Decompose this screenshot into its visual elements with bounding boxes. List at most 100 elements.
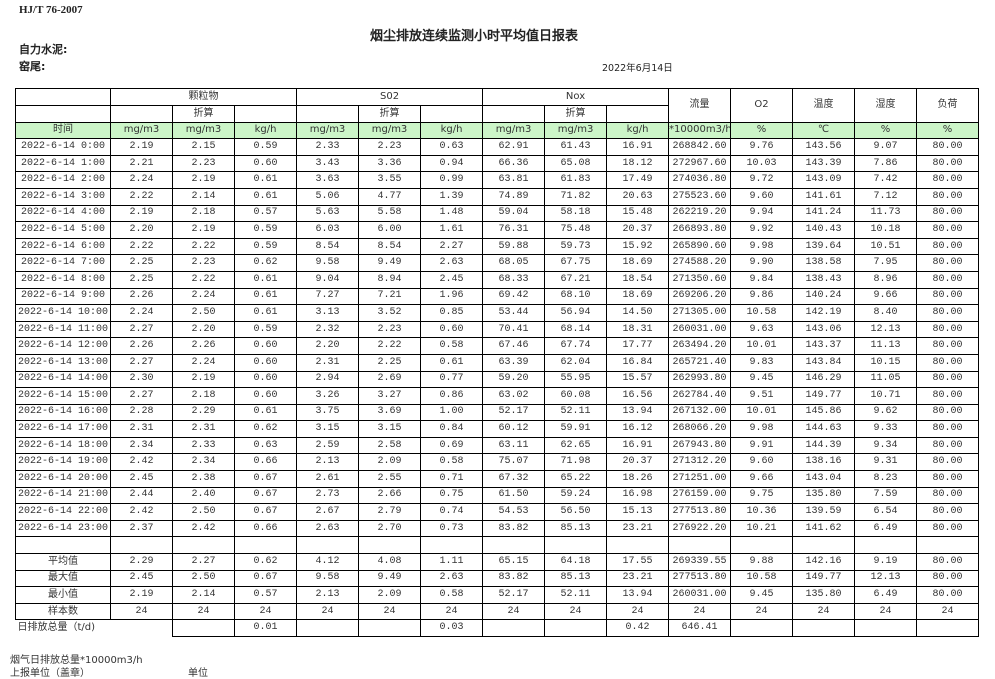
value-cell: 3.52 bbox=[358, 304, 422, 322]
value-cell: 2.18 bbox=[172, 204, 235, 223]
daily-total-value bbox=[854, 619, 918, 637]
value-cell: 11.73 bbox=[854, 204, 918, 223]
value-cell: 59.24 bbox=[544, 486, 608, 505]
value-cell: 9.83 bbox=[730, 353, 794, 372]
value-cell: 2.32 bbox=[296, 320, 360, 339]
value-cell: 0.60 bbox=[233, 370, 298, 389]
value-cell: 2.45 bbox=[110, 470, 173, 488]
units-row: 时间 mg/m3 mg/m3 kg/h mg/m3 mg/m3 kg/h mg/m3 mg/m3… bbox=[15, 121, 980, 140]
value-cell: 0.60 bbox=[233, 337, 298, 355]
summary-value: 135.80 bbox=[792, 586, 856, 604]
value-cell: 59.20 bbox=[482, 370, 546, 389]
value-cell: 5.63 bbox=[296, 204, 360, 223]
value-cell: 2.26 bbox=[110, 337, 173, 355]
so2-converted-header: 折算 bbox=[358, 105, 422, 123]
value-cell: 8.54 bbox=[296, 237, 360, 256]
value-cell: 52.17 bbox=[482, 403, 546, 422]
value-cell: 76.31 bbox=[482, 221, 546, 239]
summary-value: 4.08 bbox=[358, 553, 422, 571]
time-header: 时间 bbox=[15, 121, 111, 140]
unit-header: mg/m3 bbox=[172, 121, 235, 140]
unit-header: % bbox=[916, 121, 980, 140]
value-cell: 8.40 bbox=[854, 304, 918, 322]
value-cell: 63.11 bbox=[482, 436, 546, 455]
table-row: 2022-6-14 8:00 2.25 2.22 0.61 9.04 8.94 2.45 68… bbox=[15, 270, 980, 289]
summary-value: 24 bbox=[606, 602, 670, 621]
value-cell: 8.94 bbox=[358, 270, 422, 289]
value-cell: 68.05 bbox=[482, 254, 546, 272]
value-cell: 2.61 bbox=[296, 470, 360, 488]
summary-value: 52.11 bbox=[544, 586, 608, 604]
value-cell: 18.31 bbox=[606, 320, 670, 339]
value-cell: 140.43 bbox=[792, 221, 856, 239]
value-cell: 9.72 bbox=[730, 171, 794, 189]
value-cell: 4.77 bbox=[358, 187, 422, 206]
value-cell: 18.69 bbox=[606, 254, 670, 272]
value-cell: 2.44 bbox=[110, 486, 173, 505]
value-cell: 0.67 bbox=[233, 470, 298, 488]
blank-cell bbox=[730, 536, 794, 555]
summary-value: 13.94 bbox=[606, 586, 670, 604]
summary-value: 9.49 bbox=[358, 569, 422, 588]
value-cell: 2.23 bbox=[172, 254, 235, 272]
group-particulate: 颗粒物 bbox=[109, 88, 298, 106]
value-cell: 143.04 bbox=[792, 470, 856, 488]
value-cell: 62.65 bbox=[544, 436, 608, 455]
value-cell: 9.76 bbox=[730, 138, 794, 156]
value-cell: 2.23 bbox=[358, 320, 422, 339]
summary-label: 样本数 bbox=[15, 602, 111, 621]
value-cell: 10.36 bbox=[730, 503, 794, 521]
value-cell: 2.31 bbox=[110, 420, 173, 438]
value-cell: 1.96 bbox=[420, 287, 484, 306]
value-cell: 56.50 bbox=[544, 503, 608, 521]
summary-value: 2.27 bbox=[172, 553, 235, 571]
value-cell: 9.90 bbox=[730, 254, 794, 272]
value-cell: 2.15 bbox=[172, 138, 235, 156]
value-cell: 267132.00 bbox=[668, 403, 732, 422]
value-cell: 80.00 bbox=[916, 187, 980, 206]
value-cell: 0.57 bbox=[233, 204, 298, 223]
value-cell: 271350.60 bbox=[668, 270, 732, 289]
value-cell: 2.20 bbox=[172, 320, 235, 339]
unit-header: kg/h bbox=[420, 121, 484, 140]
blank-cell bbox=[606, 536, 670, 555]
value-cell: 0.71 bbox=[420, 470, 484, 488]
value-cell: 135.80 bbox=[792, 486, 856, 505]
summary-value: 2.13 bbox=[296, 586, 360, 604]
value-cell: 16.56 bbox=[606, 387, 670, 405]
value-cell: 265721.40 bbox=[668, 353, 732, 372]
value-cell: 277513.80 bbox=[668, 503, 732, 521]
value-cell: 9.60 bbox=[730, 453, 794, 472]
value-cell: 10.71 bbox=[854, 387, 918, 405]
value-cell: 3.63 bbox=[296, 171, 360, 189]
time-cell: 2022-6-14 6:00 bbox=[15, 237, 111, 256]
value-cell: 271312.20 bbox=[668, 453, 732, 472]
summary-value: 24 bbox=[544, 602, 608, 621]
value-cell: 271251.00 bbox=[668, 470, 732, 488]
summary-value: 142.16 bbox=[792, 553, 856, 571]
unit-header: ℃ bbox=[792, 121, 856, 140]
value-cell: 80.00 bbox=[916, 171, 980, 189]
value-cell: 1.61 bbox=[420, 221, 484, 239]
blank-cell bbox=[482, 536, 546, 555]
value-cell: 2.13 bbox=[296, 453, 360, 472]
value-cell: 10.18 bbox=[854, 221, 918, 239]
value-cell: 276159.00 bbox=[668, 486, 732, 505]
value-cell: 0.61 bbox=[233, 171, 298, 189]
value-cell: 3.69 bbox=[358, 403, 422, 422]
value-cell: 141.24 bbox=[792, 204, 856, 223]
summary-value: 10.58 bbox=[730, 569, 794, 588]
value-cell: 80.00 bbox=[916, 503, 980, 521]
value-cell: 0.60 bbox=[420, 320, 484, 339]
standard-code: HJ/T 76-2007 bbox=[19, 4, 83, 16]
value-cell: 62.04 bbox=[544, 353, 608, 372]
value-cell: 23.21 bbox=[606, 519, 670, 538]
value-cell: 2.30 bbox=[110, 370, 173, 389]
value-cell: 2.40 bbox=[172, 486, 235, 505]
table-row: 2022-6-14 18:00 2.34 2.33 0.63 2.59 2.58 0.69 6… bbox=[15, 436, 980, 455]
unit-header: % bbox=[854, 121, 918, 140]
value-cell: 3.43 bbox=[296, 154, 360, 173]
value-cell: 0.74 bbox=[420, 503, 484, 521]
table-row: 2022-6-14 20:00 2.45 2.38 0.67 2.61 2.55 0.71 6… bbox=[15, 470, 980, 488]
summary-value: 269339.55 bbox=[668, 553, 732, 571]
